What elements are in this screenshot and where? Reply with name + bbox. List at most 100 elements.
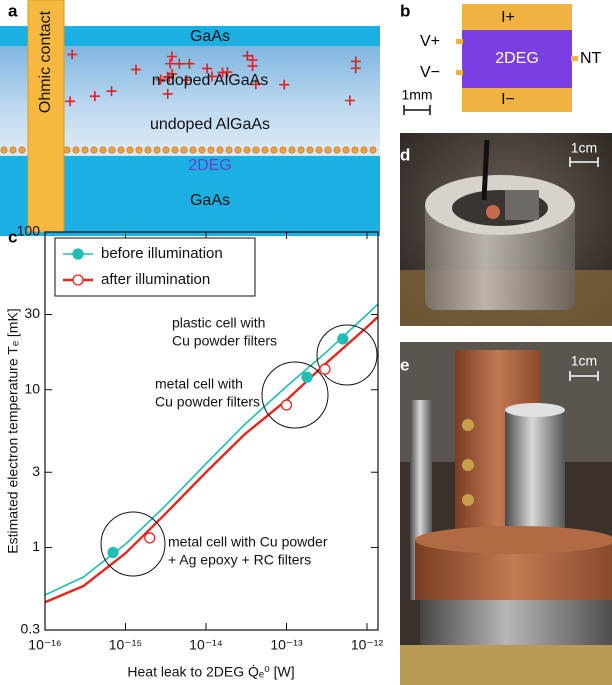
annotation: + Ag epoxy + RC filters bbox=[168, 552, 311, 568]
electron bbox=[360, 146, 368, 154]
layer-label: undoped AlGaAs bbox=[150, 116, 270, 133]
photo-part bbox=[462, 419, 474, 431]
y-axis-label: Estimated electron temperature Tₑ [mK] bbox=[5, 308, 21, 553]
2deg bbox=[462, 30, 572, 88]
group-circle bbox=[316, 324, 378, 386]
photo-part bbox=[481, 139, 490, 201]
data-point bbox=[280, 399, 293, 411]
x-tick-label: 10⁻¹⁴ bbox=[189, 637, 223, 653]
panel-label: a bbox=[8, 1, 18, 20]
photo-part bbox=[400, 645, 612, 685]
label: NT bbox=[580, 50, 602, 67]
data-point bbox=[107, 546, 119, 559]
scale-bar bbox=[569, 157, 599, 167]
electron bbox=[216, 146, 224, 154]
electron bbox=[9, 146, 17, 154]
ohmic-contact bbox=[27, 0, 65, 233]
electron bbox=[369, 146, 377, 154]
legend-label: after illumination bbox=[101, 271, 210, 288]
electron bbox=[153, 146, 161, 154]
label: I− bbox=[501, 91, 515, 108]
x-tick-label: 10⁻¹⁶ bbox=[28, 637, 61, 653]
electron bbox=[0, 146, 8, 154]
label: I+ bbox=[501, 9, 515, 26]
electron bbox=[270, 146, 278, 154]
electron bbox=[198, 146, 206, 154]
electron bbox=[135, 146, 143, 154]
photo-part bbox=[505, 403, 565, 417]
y-tick-label: 100 bbox=[17, 223, 41, 239]
electron bbox=[81, 146, 89, 154]
electron bbox=[315, 146, 323, 154]
electron bbox=[108, 146, 116, 154]
legend-label: before illumination bbox=[101, 245, 223, 262]
scale-bar bbox=[569, 371, 599, 381]
electron bbox=[288, 146, 296, 154]
y-tick-label: 1 bbox=[32, 538, 40, 554]
photo-part bbox=[505, 190, 539, 220]
y-tick-label: 30 bbox=[24, 305, 40, 321]
electron bbox=[189, 146, 197, 154]
panel-label: e bbox=[400, 355, 409, 374]
annotation: plastic cell with bbox=[172, 315, 265, 331]
y-tick-label: 10 bbox=[24, 380, 40, 396]
electron bbox=[162, 146, 170, 154]
y-tick-label: 3 bbox=[32, 463, 40, 479]
panel-b: I+ I− 2DEG V+ V− NT 1mm b bbox=[400, 1, 602, 115]
annotation: metal cell with bbox=[155, 376, 243, 392]
electron bbox=[333, 146, 341, 154]
panel-d: d 1cm bbox=[400, 133, 612, 326]
electron bbox=[180, 146, 188, 154]
photo-part bbox=[415, 526, 612, 554]
electron bbox=[342, 146, 350, 154]
y-tick-label: 0.3 bbox=[21, 621, 41, 637]
group-circle bbox=[261, 361, 329, 429]
electron bbox=[18, 146, 26, 154]
legend-marker bbox=[72, 248, 84, 260]
label: 2DEG bbox=[495, 50, 539, 67]
electron bbox=[225, 146, 233, 154]
pad bbox=[456, 70, 463, 75]
electron bbox=[126, 146, 134, 154]
photo-part bbox=[415, 540, 612, 600]
fit-line bbox=[44, 315, 379, 604]
electron bbox=[324, 146, 332, 154]
plot-frame bbox=[44, 231, 379, 631]
x-axis-label: Heat leak to 2DEG Q̇ₑ⁰ [W] bbox=[127, 664, 294, 680]
panel-label: d bbox=[400, 145, 410, 164]
electron bbox=[252, 146, 260, 154]
panel-a: Ohmic contact GaAs n-doped AlGaAs undope… bbox=[0, 0, 380, 236]
pad bbox=[571, 56, 578, 61]
electron bbox=[351, 146, 359, 154]
fit-line bbox=[44, 303, 379, 596]
electron bbox=[63, 146, 71, 154]
layer-label: GaAs bbox=[190, 28, 230, 45]
label: V− bbox=[420, 64, 440, 81]
x-tick-label: 10⁻¹⁵ bbox=[109, 637, 142, 653]
electron bbox=[261, 146, 269, 154]
electron bbox=[297, 146, 305, 154]
annotation: Cu powder filters bbox=[172, 333, 277, 349]
pad bbox=[456, 39, 463, 44]
legend-marker bbox=[72, 274, 84, 286]
electron bbox=[306, 146, 314, 154]
x-tick-label: 10⁻¹² bbox=[351, 637, 384, 653]
data-point bbox=[337, 333, 349, 345]
panel-label: b bbox=[400, 1, 410, 20]
scale-label: 1cm bbox=[571, 140, 597, 156]
photo-part bbox=[486, 205, 500, 219]
photo-part bbox=[462, 459, 474, 471]
electron bbox=[171, 146, 179, 154]
annotation: Cu powder filters bbox=[155, 394, 260, 410]
plus bbox=[65, 49, 361, 107]
electron bbox=[207, 146, 215, 154]
data-point bbox=[144, 532, 156, 544]
group-circle bbox=[100, 511, 166, 577]
scale-label: 1mm bbox=[401, 87, 432, 103]
layer-label: n-doped AlGaAs bbox=[152, 72, 269, 89]
electron bbox=[144, 146, 152, 154]
contact-label: Ohmic contact bbox=[37, 10, 54, 113]
x-tick-label: 10⁻¹³ bbox=[270, 637, 303, 653]
panel-label: c bbox=[8, 227, 17, 246]
layer bbox=[0, 26, 380, 46]
